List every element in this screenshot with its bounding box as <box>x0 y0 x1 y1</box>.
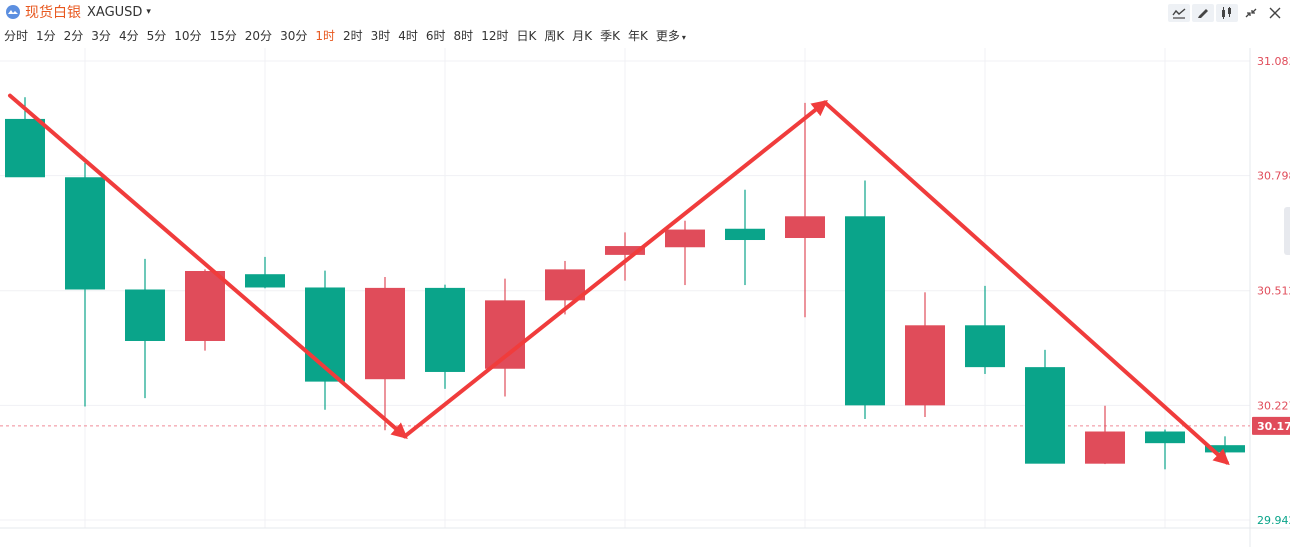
candle-body <box>965 325 1005 368</box>
period-tab[interactable]: 2时 <box>339 27 367 44</box>
candle-body <box>65 177 105 290</box>
period-tab[interactable]: 年K <box>624 27 652 44</box>
period-tab[interactable]: 8时 <box>450 27 478 44</box>
candle-body <box>665 229 705 248</box>
period-tab-label: 1时 <box>315 28 335 43</box>
trend-arrow <box>402 99 828 439</box>
period-tab-label: 20分 <box>244 28 273 43</box>
period-tab[interactable]: 10分 <box>170 27 205 44</box>
period-tab-label: 30分 <box>280 28 308 43</box>
period-tab-label: 更多 <box>655 28 680 43</box>
period-tab-label: 1分 <box>36 28 56 43</box>
period-tab[interactable]: 6时 <box>422 27 450 44</box>
instrument-name: 现货白银 <box>25 5 81 21</box>
candle-body <box>185 270 225 341</box>
current-price-badge <box>1252 416 1290 435</box>
candle-body <box>905 325 945 406</box>
period-tab[interactable]: 1时 <box>311 27 339 44</box>
y-tick-label: 29.942 <box>1257 514 1290 527</box>
candle-body <box>5 118 45 178</box>
period-tab-label: 3分 <box>91 28 111 43</box>
close-icon[interactable] <box>1264 4 1286 22</box>
indicator-icon[interactable] <box>1216 4 1238 22</box>
instrument-title[interactable]: 现货白银 XAGUSD ▾ <box>6 2 151 22</box>
chart-header: 现货白银 XAGUSD ▾ 分时 1分 2分 3分 4分 5分 10分 15分 20分 30分 1时… <box>0 0 1290 43</box>
period-tab-label: 4分 <box>118 28 139 43</box>
period-tab-label: 季K <box>600 28 620 43</box>
period-tab[interactable]: 周K <box>540 27 568 44</box>
period-tab-label: 5分 <box>146 28 167 43</box>
period-tab-label: 日K <box>516 28 537 43</box>
period-tab-label: 10分 <box>174 28 202 43</box>
period-tab-label: 年K <box>627 28 648 43</box>
candle-body <box>785 216 825 239</box>
y-tick-label: 30.798 <box>1257 170 1290 183</box>
period-tab[interactable]: 5分 <box>143 27 171 44</box>
period-tab[interactable]: 月K <box>568 27 596 44</box>
line-chart-icon[interactable] <box>1168 4 1190 22</box>
current-price-label: 30.176 <box>1257 420 1290 433</box>
period-tab[interactable]: 3分 <box>87 27 115 44</box>
chevron-down-icon: ▾ <box>681 32 686 42</box>
period-tab-label: 15分 <box>209 28 237 43</box>
candle-body <box>545 269 585 301</box>
period-tab[interactable]: 日K <box>512 27 540 44</box>
silver-logo-icon <box>6 5 20 19</box>
period-tab[interactable]: 12时 <box>477 27 512 44</box>
trend-arrows <box>8 93 1230 466</box>
chart-toolbar <box>1168 4 1286 22</box>
period-tab[interactable]: 20分 <box>241 27 276 44</box>
period-tabs: 分时 1分 2分 3分 4分 5分 10分 15分 20分 30分 1时 2时 3时 4时 6时 8时 12时日… <box>0 26 690 44</box>
period-tab-label: 3时 <box>370 28 391 43</box>
y-axis: 31.083 30.798 30.512 30.227 29.942 30.176 <box>1252 55 1290 527</box>
period-tab[interactable]: 季K <box>596 27 624 44</box>
period-tab-label: 分时 <box>4 28 29 43</box>
candle-body <box>845 216 885 406</box>
period-tab-label: 周K <box>544 28 565 43</box>
candle-body <box>1145 431 1185 444</box>
draw-pen-icon[interactable] <box>1192 4 1214 22</box>
side-panel-handle[interactable] <box>1284 207 1290 255</box>
period-tab-label: 12时 <box>481 28 509 43</box>
candle-body <box>1025 367 1065 464</box>
y-tick-label: 30.227 <box>1257 399 1290 412</box>
period-tab[interactable]: 分时 <box>0 27 32 44</box>
y-tick-label: 31.083 <box>1257 55 1290 68</box>
period-tab[interactable]: 15分 <box>206 27 241 44</box>
instrument-dropdown-icon[interactable]: ▾ <box>146 7 151 17</box>
instrument-code: XAGUSD <box>87 4 143 20</box>
trend-arrow <box>8 93 408 439</box>
candle-body <box>725 228 765 241</box>
period-tab-label: 2时 <box>342 28 363 43</box>
candle-body <box>605 246 645 255</box>
candle-body <box>1085 431 1125 464</box>
candle-body <box>425 287 465 372</box>
period-tab[interactable]: 4时 <box>394 27 422 44</box>
period-tab[interactable]: 2分 <box>60 27 88 44</box>
period-tab-label: 6时 <box>425 28 446 43</box>
period-tab[interactable]: 30分 <box>276 27 311 44</box>
collapse-icon[interactable] <box>1240 4 1262 22</box>
period-tab[interactable]: 4分 <box>115 27 143 44</box>
period-tab-label: 2分 <box>63 28 84 43</box>
candle-body <box>125 289 165 341</box>
period-tab[interactable]: 3时 <box>367 27 395 44</box>
period-tab-label: 4时 <box>398 28 418 43</box>
y-tick-label: 30.512 <box>1257 285 1290 298</box>
period-tab-label: 8时 <box>453 28 474 43</box>
period-tab[interactable]: 1分 <box>32 27 60 44</box>
trend-arrow <box>822 100 1230 466</box>
period-tab[interactable]: 更多 ▾ <box>652 27 690 44</box>
period-tab-label: 月K <box>572 28 593 43</box>
candle-body <box>365 287 405 380</box>
candle-body <box>245 274 285 288</box>
